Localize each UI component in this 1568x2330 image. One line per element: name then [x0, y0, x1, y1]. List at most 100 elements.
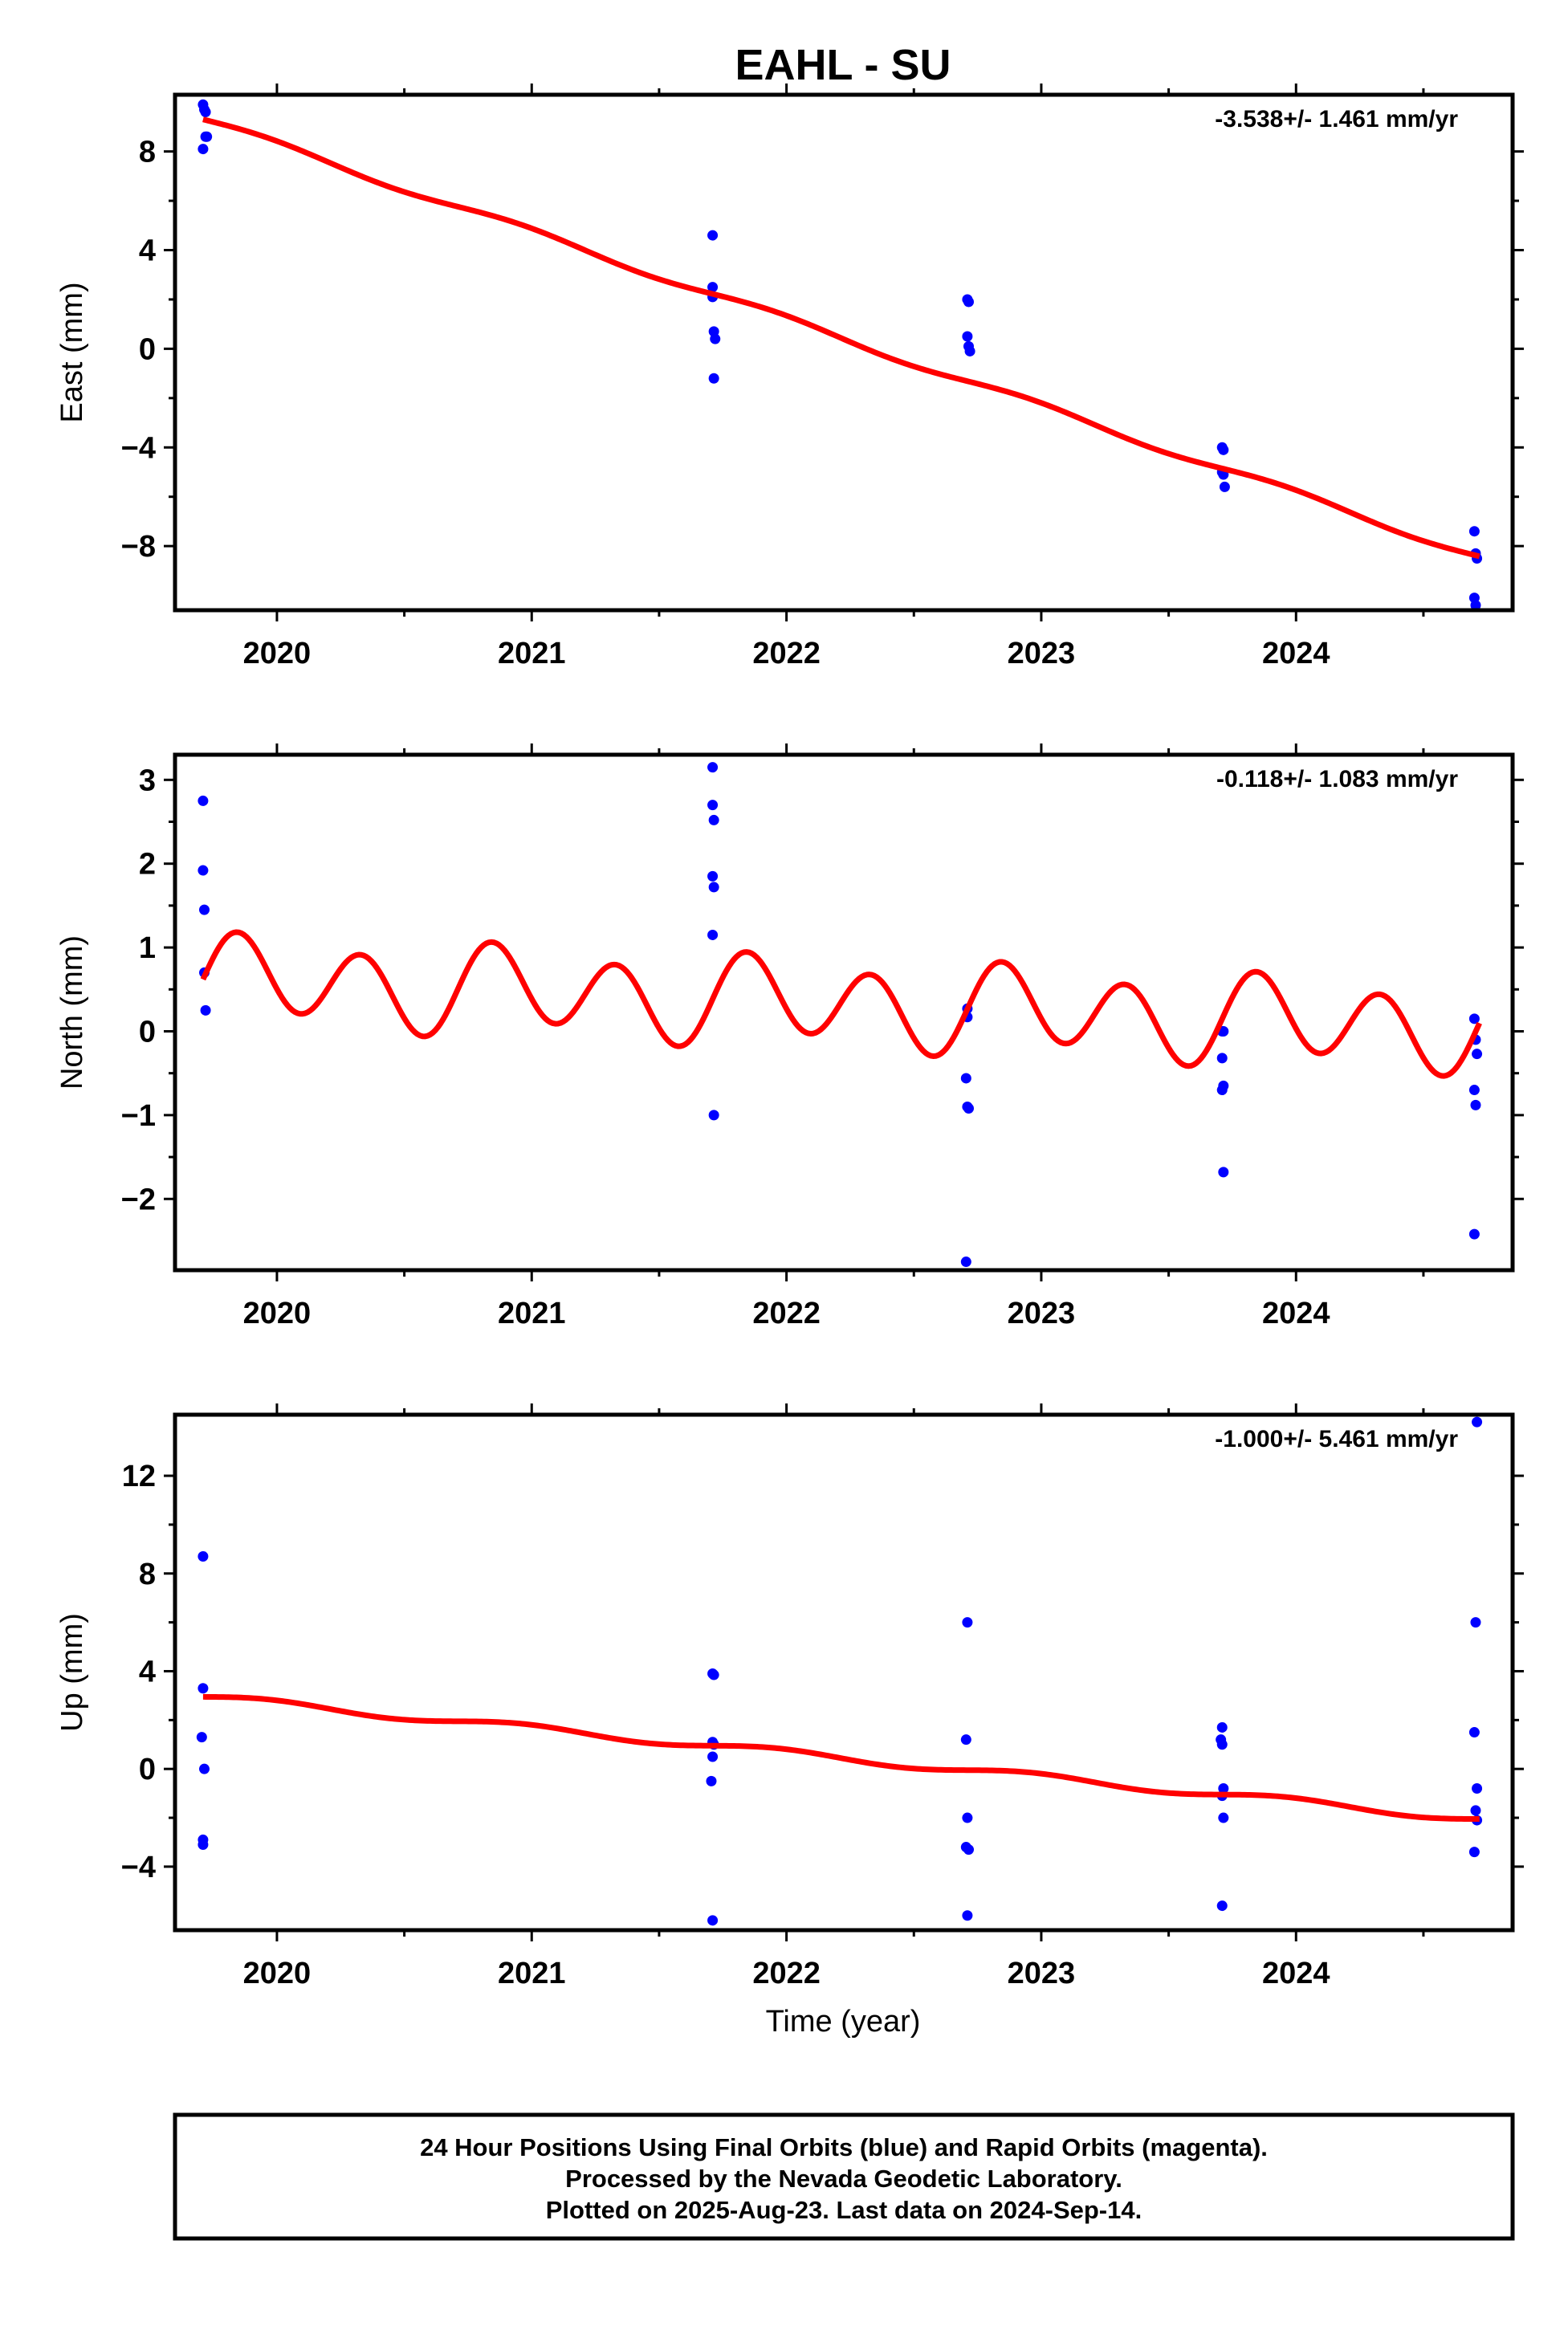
data-point	[707, 870, 719, 882]
y-tick-label: 0	[139, 1015, 156, 1049]
y-tick-label: 8	[139, 136, 156, 169]
data-point	[198, 795, 209, 806]
panels: 2020 2021 2022 2023 2024 −8 −4 0 4 8 East (mm) -3.5…	[55, 84, 1524, 1990]
x-tick-label: 2020	[243, 1297, 312, 1330]
data-point	[1218, 444, 1229, 455]
data-point	[708, 882, 719, 893]
x-axis-label: Time (year)	[766, 2005, 921, 2039]
x-tick-label: 2021	[498, 1297, 566, 1330]
rate-annotation: -1.000+/- 5.461 mm/yr	[1215, 1426, 1458, 1452]
model-curve	[200, 929, 1482, 1079]
rate-annotation: -3.538+/- 1.461 mm/yr	[1215, 106, 1458, 132]
data-point	[963, 296, 974, 308]
data-point	[200, 1004, 211, 1016]
data-point	[707, 1751, 719, 1762]
plot-area	[198, 762, 1483, 1268]
data-point	[708, 373, 719, 384]
data-point	[1472, 1416, 1483, 1428]
y-tick-label: −4	[121, 431, 156, 465]
data-point	[707, 762, 719, 773]
data-point	[708, 814, 719, 825]
data-point	[1470, 1099, 1481, 1110]
data-point	[1468, 1727, 1480, 1738]
y-tick-label: 1	[139, 931, 156, 965]
plot-frame	[173, 92, 1515, 613]
data-point	[1468, 1228, 1480, 1240]
panel-north: 2020 2021 2022 2023 2024 −2 −1 0 1 2 3 North (mm) -0…	[55, 743, 1524, 1330]
x-tick-label: 2022	[752, 1957, 821, 1990]
y-tick-label: 0	[139, 332, 156, 366]
data-point	[962, 1812, 973, 1823]
plot-frame	[173, 752, 1515, 1273]
data-point	[963, 1844, 974, 1855]
panel-east: 2020 2021 2022 2023 2024 −8 −4 0 4 8 East (mm) -3.5…	[55, 84, 1524, 670]
data-point	[960, 1734, 971, 1745]
data-point	[1216, 1053, 1228, 1064]
data-point	[707, 230, 719, 241]
data-point	[964, 345, 975, 356]
data-point	[1216, 1900, 1228, 1912]
data-point	[198, 904, 210, 915]
plot-frame	[173, 1412, 1515, 1933]
y-tick-label: 4	[139, 234, 156, 268]
data-point	[198, 865, 209, 876]
data-point	[198, 1683, 209, 1694]
data-point	[707, 800, 719, 811]
y-tick-label: −1	[121, 1099, 156, 1133]
y-tick-label: −4	[121, 1851, 156, 1884]
data-point	[962, 331, 973, 342]
data-point	[200, 107, 211, 118]
data-point	[198, 144, 209, 155]
data-point	[196, 1732, 207, 1743]
data-point	[1470, 600, 1481, 610]
data-point	[1468, 1013, 1480, 1024]
data-point	[202, 131, 213, 142]
data-point	[198, 1839, 209, 1851]
data-point	[960, 1073, 971, 1084]
y-tick-label: −8	[121, 530, 156, 564]
y-tick-label: 3	[139, 764, 156, 797]
x-tick-label: 2023	[1008, 637, 1076, 670]
data-point	[707, 929, 719, 940]
figure-title: EAHL - SU	[735, 41, 951, 89]
data-point	[1218, 1025, 1229, 1037]
data-point	[707, 282, 719, 293]
x-tick-label: 2022	[752, 1297, 821, 1330]
x-tick-label: 2020	[243, 637, 312, 670]
y-axis-label: North (mm)	[55, 935, 89, 1090]
x-tick-label: 2024	[1262, 1297, 1330, 1330]
y-axis-label: Up (mm)	[55, 1613, 89, 1732]
data-point	[1218, 1812, 1229, 1823]
panel-up: 2020 2021 2022 2023 2024 −4 0 4 8 12 Up (mm) -1.000…	[55, 1403, 1524, 1990]
data-point	[710, 333, 721, 344]
x-tick-label: 2021	[498, 1957, 566, 1990]
plot-area	[198, 99, 1483, 610]
y-axis-label: East (mm)	[55, 282, 89, 422]
data-point	[1468, 526, 1480, 537]
data-point	[1472, 1783, 1483, 1794]
data-point	[1470, 1617, 1481, 1628]
data-point	[1216, 1739, 1228, 1750]
y-tick-label: 0	[139, 1753, 156, 1786]
data-point	[1470, 1805, 1481, 1816]
footer-box	[173, 2112, 1515, 2241]
data-point	[1216, 1721, 1228, 1733]
y-tick-label: 4	[139, 1655, 156, 1688]
footer-line-2: Processed by the Nevada Geodetic Laborat…	[565, 2165, 1122, 2193]
data-point	[1219, 481, 1230, 492]
data-point	[707, 1915, 719, 1926]
data-point	[960, 1257, 971, 1268]
x-tick-label: 2021	[498, 637, 566, 670]
data-point	[1468, 1085, 1480, 1096]
x-tick-label: 2023	[1008, 1297, 1076, 1330]
data-point	[708, 1110, 719, 1121]
model-curve	[202, 116, 1480, 560]
x-tick-label: 2022	[752, 637, 821, 670]
y-tick-label: 12	[122, 1460, 156, 1493]
y-tick-label: −2	[121, 1183, 156, 1216]
data-point	[1468, 1847, 1480, 1858]
data-point	[706, 1775, 717, 1786]
footer-line-3: Plotted on 2025-Aug-23. Last data on 202…	[546, 2196, 1142, 2224]
plot-area	[196, 1416, 1483, 1926]
data-point	[708, 1669, 719, 1680]
